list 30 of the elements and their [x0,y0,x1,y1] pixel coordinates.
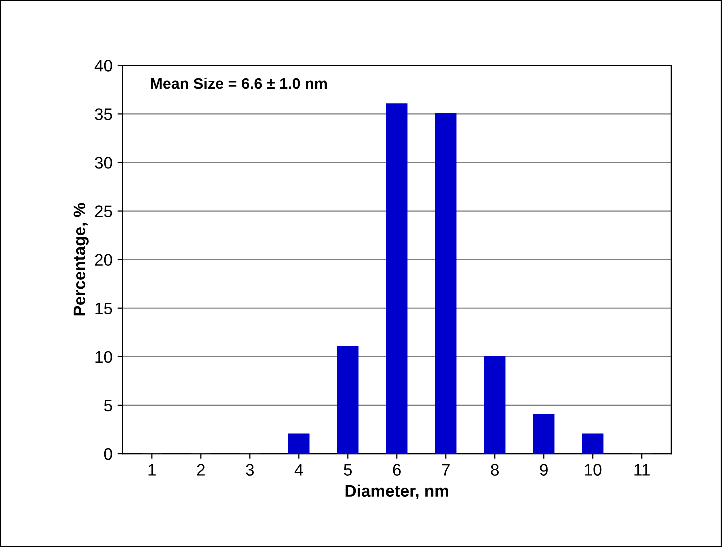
x-tick-label: 5 [344,464,352,476]
bar [337,346,359,454]
y-tick-label: 35 [95,108,112,120]
x-tick-label: 8 [491,464,499,476]
x-tick-label: 9 [540,464,548,476]
y-tick-label: 15 [96,302,112,315]
x-tick-label: 10 [585,464,602,476]
bar [435,113,457,454]
bar [484,356,506,454]
x-axis-title: Diameter, nm [346,484,448,500]
bar [288,434,310,454]
x-tick-label: 1 [148,464,156,476]
x-tick-label: 7 [442,464,450,476]
bar [386,104,408,454]
bar [533,414,555,454]
x-tick-label: 6 [393,464,401,476]
y-axis-title: Percentage, % [74,203,89,316]
annotation: Mean Size = 6.6 ± 1.0 nm [151,78,328,90]
y-tick-label: 10 [96,351,112,364]
y-tick-label: 20 [95,254,112,266]
y-tick-label: 30 [95,157,112,169]
y-tick-label: 25 [95,206,112,218]
x-tick-label: 11 [634,464,650,476]
bar [582,434,604,454]
y-tick-label: 40 [94,60,112,72]
y-tick-label: 5 [104,400,112,412]
x-tick-label: 4 [294,464,304,476]
x-tick-label: 3 [246,464,254,476]
y-tick-label: 0 [104,448,112,460]
x-tick-label: 2 [197,464,205,476]
